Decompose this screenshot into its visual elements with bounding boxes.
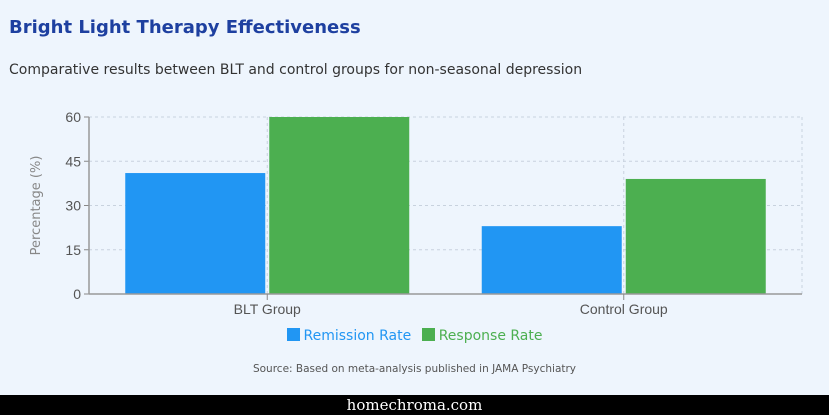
y-axis-label: Percentage (%) — [29, 156, 44, 256]
legend-swatch — [286, 328, 300, 341]
chart-title: Bright Light Therapy Effectiveness — [9, 17, 361, 38]
y-tick-label: 0 — [73, 286, 81, 302]
legend-swatch — [421, 328, 435, 341]
source-note: Source: Based on meta-analysis published… — [252, 363, 577, 375]
bar-remission-rate — [481, 226, 622, 294]
x-tick-label: Control Group — [580, 301, 668, 317]
bar-remission-rate — [125, 173, 266, 294]
y-tick-label: 15 — [65, 242, 81, 258]
legend-item-remission[interactable]: Remission Rate — [286, 328, 412, 344]
y-tick-label: 60 — [65, 109, 81, 125]
legend-label: Remission Rate — [303, 328, 412, 344]
bar-chart: 0 15 30 45 60 BLT Group Control Group Percentag… — [29, 109, 803, 317]
legend-item-response[interactable]: Response Rate — [421, 328, 543, 344]
bar-response-rate — [625, 178, 766, 294]
x-tick-label: BLT Group — [234, 301, 301, 317]
legend-label: Response Rate — [438, 328, 543, 344]
legend: Remission Rate Response Rate — [0, 328, 829, 344]
bar-response-rate — [269, 117, 410, 294]
y-tick-label: 30 — [65, 198, 81, 214]
footer-watermark: homechroma.com — [0, 395, 829, 415]
chart-subtitle: Comparative results between BLT and cont… — [9, 62, 583, 78]
y-tick-label: 45 — [65, 153, 81, 169]
